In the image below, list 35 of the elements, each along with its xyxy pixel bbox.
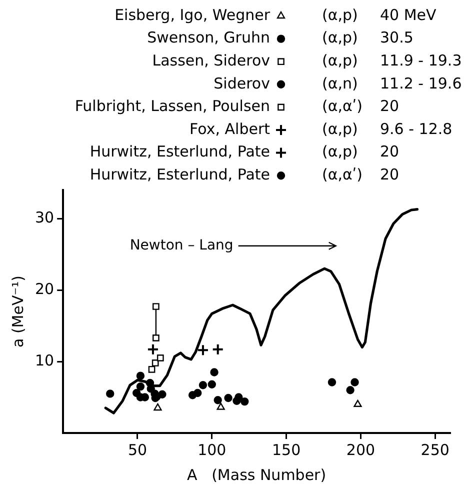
y-axis-title: a (MeV⁻¹) <box>8 275 27 348</box>
legend-label: Eisberg, Igo, Wegner <box>114 6 271 24</box>
y-tick-label: 20 <box>34 280 54 298</box>
text: (α,p) <box>322 142 358 161</box>
text: (α,αʹ) <box>322 165 362 184</box>
text: (α,n) <box>322 74 358 92</box>
text: (α,p) <box>322 6 358 24</box>
text: 11.9 - 19.3 <box>380 51 462 70</box>
text: 40 MeV <box>380 6 438 24</box>
legend-label: Hurwitz, Esterlund, Pate <box>90 142 270 161</box>
x-tick-label: 100 <box>198 440 226 459</box>
y-tick-label: 10 <box>34 351 54 370</box>
x-tick-label: 200 <box>346 440 376 459</box>
text: 30.5 <box>380 28 414 47</box>
legend-label: Fox, Albert <box>190 120 270 138</box>
text: (α,p) <box>322 28 358 47</box>
text: (α,p) <box>322 51 358 70</box>
legend-label: Siderov <box>214 74 270 92</box>
legend-label: Fulbright, Lassen, Poulsen <box>74 97 270 116</box>
text: 11.2 - 19.6 <box>380 74 462 92</box>
legend-label: Swenson, Gruhn <box>147 28 270 47</box>
x-axis-title: A (Mass Number) <box>187 466 326 484</box>
x-tick-label: 50 <box>128 440 148 459</box>
text: (α,αʹ) <box>322 97 362 116</box>
text: 9.6 - 12.8 <box>380 120 452 138</box>
text: 20 <box>380 165 400 184</box>
text: (α,p) <box>322 120 358 138</box>
legend-label: Lassen, Siderov <box>152 51 270 70</box>
annotation: Newton – Lang <box>130 238 234 254</box>
x-tick-label: 150 <box>272 440 301 459</box>
legend-label: Hurwitz, Esterlund, Pate <box>90 165 270 184</box>
y-tick-label: 30 <box>34 208 54 226</box>
x-tick-label: 250 <box>420 440 450 459</box>
text: 20 <box>380 97 400 116</box>
text: 20 <box>380 142 400 161</box>
